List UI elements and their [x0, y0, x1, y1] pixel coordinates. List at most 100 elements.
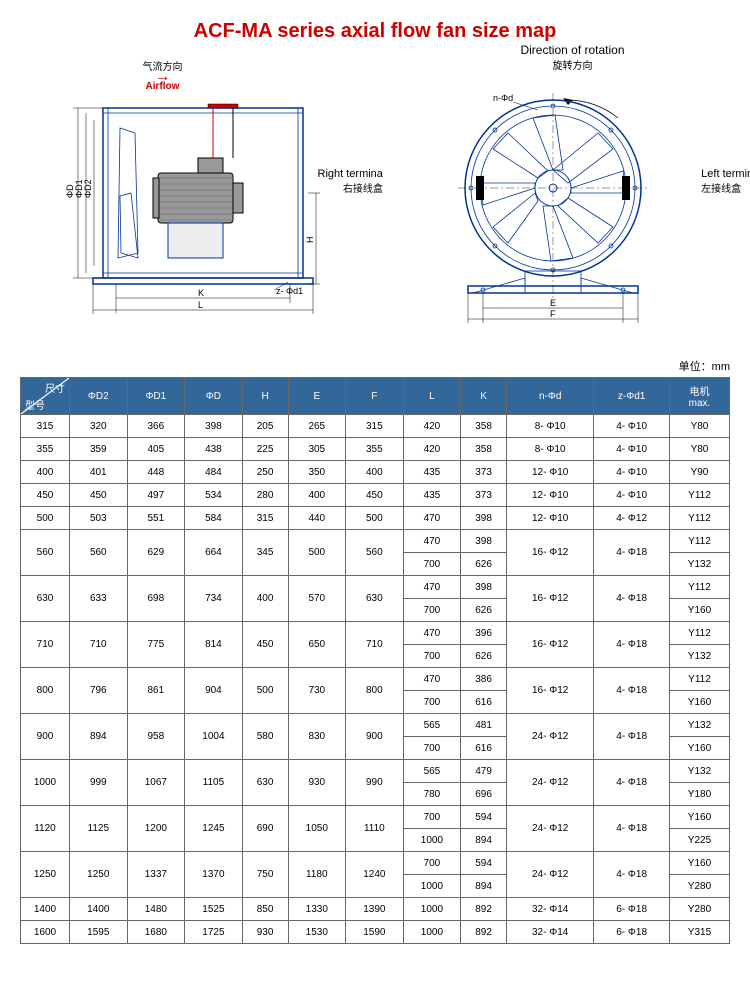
cell: 930	[288, 760, 346, 806]
cell: 470	[403, 576, 461, 599]
side-view-diagram: 气流方向 → Airflow	[58, 98, 338, 333]
cell: 470	[403, 530, 461, 553]
airflow-label: 气流方向 → Airflow	[143, 58, 183, 92]
cell: 4- Φ18	[594, 806, 670, 852]
cell: Y160	[669, 691, 729, 714]
cell: 396	[461, 622, 507, 645]
cell: 4- Φ18	[594, 668, 670, 714]
cell: 894	[461, 875, 507, 898]
cell: 500	[242, 668, 288, 714]
column-header: E	[288, 378, 346, 415]
cell: 1390	[346, 898, 404, 921]
cell: 398	[461, 530, 507, 553]
cell: 1050	[288, 806, 346, 852]
cell: 850	[242, 898, 288, 921]
cell: 700	[403, 737, 461, 760]
cell: 1105	[185, 760, 243, 806]
cell: 560	[21, 530, 70, 576]
cell: 4- Φ10	[594, 415, 670, 438]
cell: 401	[70, 461, 128, 484]
cell: 373	[461, 461, 507, 484]
cell: 400	[288, 484, 346, 507]
cell: 1530	[288, 921, 346, 944]
cell: 4- Φ10	[594, 484, 670, 507]
cell: 1590	[346, 921, 404, 944]
cell: 616	[461, 691, 507, 714]
cell: 1110	[346, 806, 404, 852]
cell: 1250	[21, 852, 70, 898]
cell: Y160	[669, 852, 729, 875]
cell: 630	[21, 576, 70, 622]
table-row: 160015951680172593015301590100089232- Φ1…	[21, 921, 730, 944]
svg-text:z- Φd1: z- Φd1	[276, 286, 303, 296]
cell: 16- Φ12	[507, 576, 594, 622]
page-title: ACF-MA series axial flow fan size map	[20, 20, 730, 43]
cell: 12- Φ10	[507, 484, 594, 507]
cell: Y132	[669, 714, 729, 737]
cell: 4- Φ18	[594, 714, 670, 760]
cell: 1525	[185, 898, 243, 921]
cell: 497	[127, 484, 185, 507]
cell: 315	[242, 507, 288, 530]
cell: 1680	[127, 921, 185, 944]
column-header: n-Φd	[507, 378, 594, 415]
svg-text:F: F	[550, 309, 556, 319]
cell: 481	[461, 714, 507, 737]
cell: 900	[346, 714, 404, 760]
cell: 1120	[21, 806, 70, 852]
cell: 405	[127, 438, 185, 461]
cell: 584	[185, 507, 243, 530]
cell: 4- Φ18	[594, 576, 670, 622]
cell: 470	[403, 507, 461, 530]
cell: 800	[21, 668, 70, 714]
cell: 265	[288, 415, 346, 438]
cell: 892	[461, 921, 507, 944]
cell: 1200	[127, 806, 185, 852]
cell: 484	[185, 461, 243, 484]
cell: 700	[403, 852, 461, 875]
cell: 780	[403, 783, 461, 806]
svg-text:n-Φd: n-Φd	[493, 93, 513, 103]
cell: Y80	[669, 415, 729, 438]
table-row: 11201125120012456901050111070059424- Φ12…	[21, 806, 730, 829]
table-row: 45045049753428040045043537312- Φ104- Φ10…	[21, 484, 730, 507]
cell: 1595	[70, 921, 128, 944]
cell: 900	[21, 714, 70, 760]
cell: 1000	[403, 875, 461, 898]
column-header: L	[403, 378, 461, 415]
cell: Y315	[669, 921, 729, 944]
svg-text:ΦD2: ΦD2	[83, 179, 93, 198]
cell: 1125	[70, 806, 128, 852]
cell: 560	[70, 530, 128, 576]
cell: 700	[403, 691, 461, 714]
cell: 205	[242, 415, 288, 438]
table-row: 63063369873440057063047039816- Φ124- Φ18…	[21, 576, 730, 599]
cell: Y180	[669, 783, 729, 806]
cell: 250	[242, 461, 288, 484]
cell: 398	[461, 576, 507, 599]
cell: 32- Φ14	[507, 898, 594, 921]
cell: Y80	[669, 438, 729, 461]
cell: 470	[403, 668, 461, 691]
cell: 630	[242, 760, 288, 806]
cell: 6- Φ18	[594, 921, 670, 944]
cell: 1245	[185, 806, 243, 852]
unit-label: 单位：mm	[20, 358, 730, 374]
size-table: 尺寸 型号 ΦD2ΦD1ΦDHEFLKn-Φdz-Φd1电机max. 31532…	[20, 377, 730, 944]
cell: 629	[127, 530, 185, 576]
cell: 930	[242, 921, 288, 944]
cell: 1000	[21, 760, 70, 806]
cell: 594	[461, 806, 507, 829]
column-header: ΦD2	[70, 378, 128, 415]
cell: 700	[403, 806, 461, 829]
cell: 1004	[185, 714, 243, 760]
cell: Y280	[669, 898, 729, 921]
column-header: K	[461, 378, 507, 415]
cell: 894	[461, 829, 507, 852]
cell: 830	[288, 714, 346, 760]
cell: 479	[461, 760, 507, 783]
cell: 1725	[185, 921, 243, 944]
cell: 1180	[288, 852, 346, 898]
cell: Y90	[669, 461, 729, 484]
cell: 580	[242, 714, 288, 760]
